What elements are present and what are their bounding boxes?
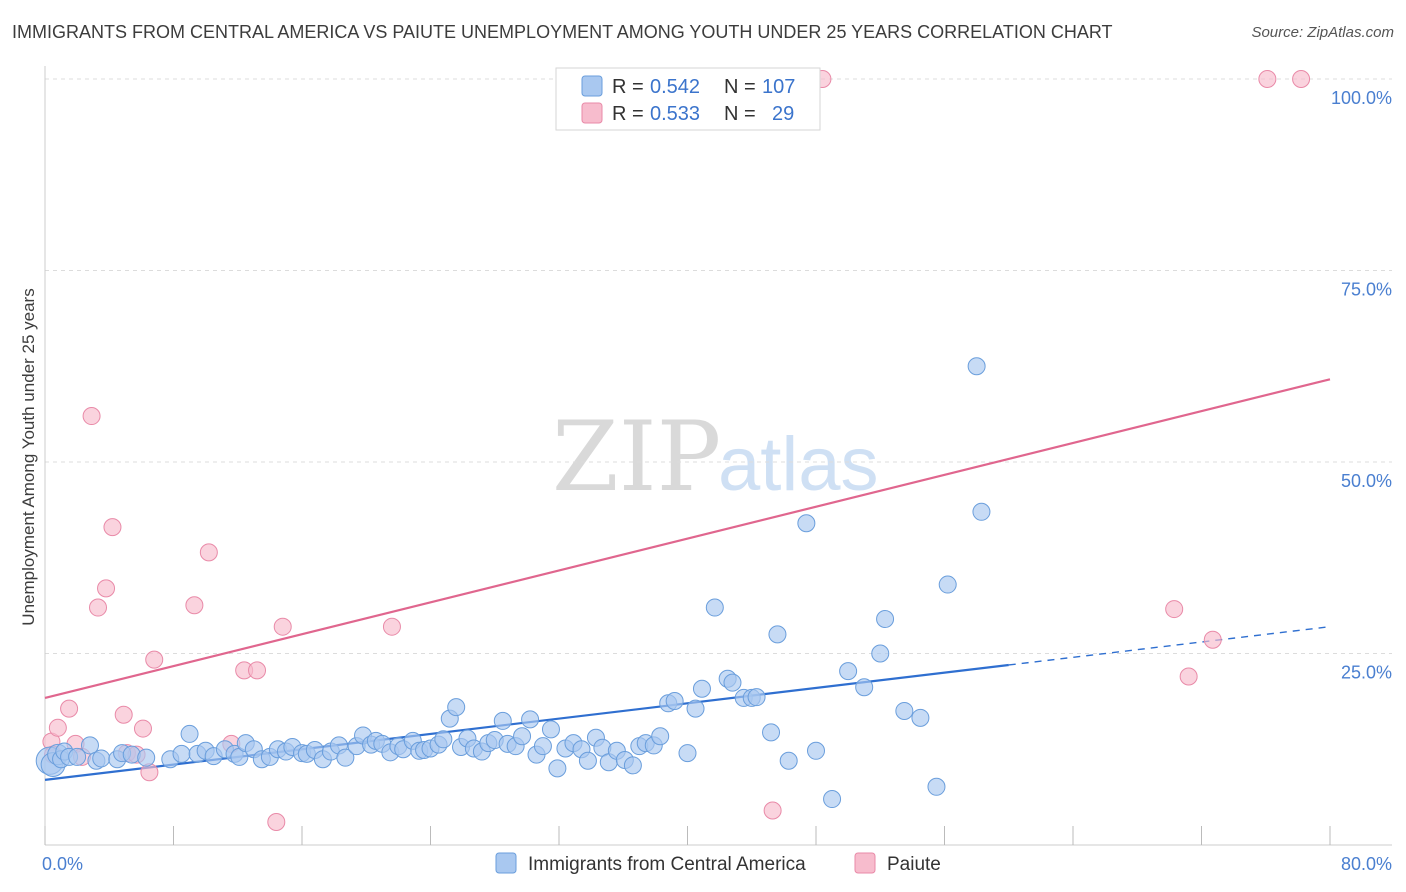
point-immigrants <box>768 625 787 644</box>
point-immigrants <box>938 575 957 594</box>
point-immigrants <box>172 744 191 763</box>
legend-blue-swatch <box>581 75 603 97</box>
point-immigrants <box>839 662 858 681</box>
point-immigrants <box>92 749 111 768</box>
watermark-zip: ZIP <box>552 401 721 513</box>
point-immigrants <box>895 701 914 720</box>
point-immigrants <box>68 747 87 766</box>
point-immigrants <box>807 741 825 760</box>
point-immigrants <box>180 724 199 743</box>
point-paiute <box>273 617 292 636</box>
legend-pink-r-label: R = <box>612 103 644 125</box>
point-immigrants <box>972 502 991 521</box>
series-legend-pink-label: Paiute <box>887 854 941 875</box>
point-immigrants <box>336 748 355 767</box>
legend-blue-n-value: 107 <box>762 76 795 98</box>
chart-title: IMMIGRANTS FROM CENTRAL AMERICA VS PAIUT… <box>12 22 1113 42</box>
y-tick-label: 25.0% <box>1341 663 1392 683</box>
point-immigrants <box>548 759 567 778</box>
point-immigrants <box>578 751 597 770</box>
chart-source: Source: ZipAtlas.com <box>1251 24 1394 41</box>
point-immigrants <box>871 644 890 663</box>
legend-blue-r-value: 0.542 <box>650 76 700 98</box>
point-immigrants <box>447 698 466 717</box>
legend-pink-n-value: 29 <box>772 103 794 125</box>
point-immigrants <box>747 688 766 707</box>
point-immigrants <box>665 691 684 710</box>
point-immigrants <box>723 673 742 692</box>
point-immigrants <box>779 751 798 770</box>
data-points <box>35 70 1311 832</box>
y-tick-label: 75.0% <box>1341 280 1392 300</box>
point-immigrants <box>541 720 560 739</box>
point-immigrants <box>137 748 156 767</box>
point-immigrants <box>623 756 642 775</box>
point-paiute <box>133 719 152 738</box>
point-paiute <box>114 705 133 724</box>
point-paiute <box>267 813 286 832</box>
point-paiute <box>97 579 116 598</box>
point-immigrants <box>911 708 930 727</box>
point-immigrants <box>80 736 99 755</box>
legend-blue-r-label: R = <box>612 76 644 98</box>
point-paiute <box>199 543 218 562</box>
point-immigrants <box>823 790 842 809</box>
legend-pink-n-label: N = <box>724 103 756 125</box>
point-immigrants <box>651 727 670 746</box>
grid-lines <box>45 78 1392 654</box>
trend-line-paiute <box>44 378 1331 699</box>
point-paiute <box>1179 667 1198 686</box>
point-immigrants <box>762 723 781 742</box>
legend-blue-n-label: N = <box>724 76 756 98</box>
point-immigrants <box>678 744 697 763</box>
point-paiute <box>763 801 782 820</box>
y-tick-label: 50.0% <box>1341 471 1392 491</box>
trend-line-immigrants-extension <box>1008 625 1331 666</box>
watermark-atlas: atlas <box>718 422 879 507</box>
point-paiute <box>140 763 159 782</box>
point-immigrants <box>533 737 552 756</box>
point-immigrants <box>521 710 540 729</box>
point-immigrants <box>692 679 711 698</box>
point-paiute <box>382 617 401 636</box>
point-immigrants <box>797 514 816 533</box>
point-paiute <box>248 661 267 680</box>
series-legend: Immigrants from Central America Paiute <box>495 852 941 875</box>
point-paiute <box>1258 70 1277 88</box>
point-paiute <box>89 598 108 617</box>
correlation-legend: R = 0.542 N = 107 R = 0.533 N = 29 <box>555 67 821 131</box>
legend-pink-swatch <box>581 102 603 124</box>
point-immigrants <box>705 598 724 617</box>
legend-pink-r-value: 0.533 <box>650 103 700 125</box>
point-paiute <box>1203 630 1222 649</box>
point-paiute <box>185 596 204 615</box>
point-immigrants <box>513 727 532 746</box>
series-legend-blue-label: Immigrants from Central America <box>528 854 806 875</box>
y-axis-label: Unemployment Among Youth under 25 years <box>19 288 38 625</box>
x-tick-label: 80.0% <box>1341 854 1392 874</box>
point-paiute <box>1165 600 1184 619</box>
point-immigrants <box>686 699 705 718</box>
axes <box>44 66 1392 846</box>
tick-labels: 25.0% 50.0% 75.0% 100.0% 0.0% 80.0% <box>42 88 1392 874</box>
point-immigrants <box>967 357 986 376</box>
y-tick-label: 100.0% <box>1331 88 1392 108</box>
x-tick-label: 0.0% <box>42 854 83 874</box>
point-immigrants <box>876 610 895 629</box>
point-paiute <box>103 518 122 537</box>
point-paiute <box>145 650 164 669</box>
point-paiute <box>82 407 101 426</box>
series-legend-pink-swatch <box>854 852 876 874</box>
point-paiute <box>48 718 67 737</box>
point-paiute <box>1292 70 1311 88</box>
point-immigrants <box>493 711 512 730</box>
series-legend-blue-swatch <box>495 852 517 874</box>
point-immigrants <box>855 678 874 697</box>
point-paiute <box>60 699 79 718</box>
point-immigrants <box>927 777 946 796</box>
point-immigrants <box>434 730 453 749</box>
